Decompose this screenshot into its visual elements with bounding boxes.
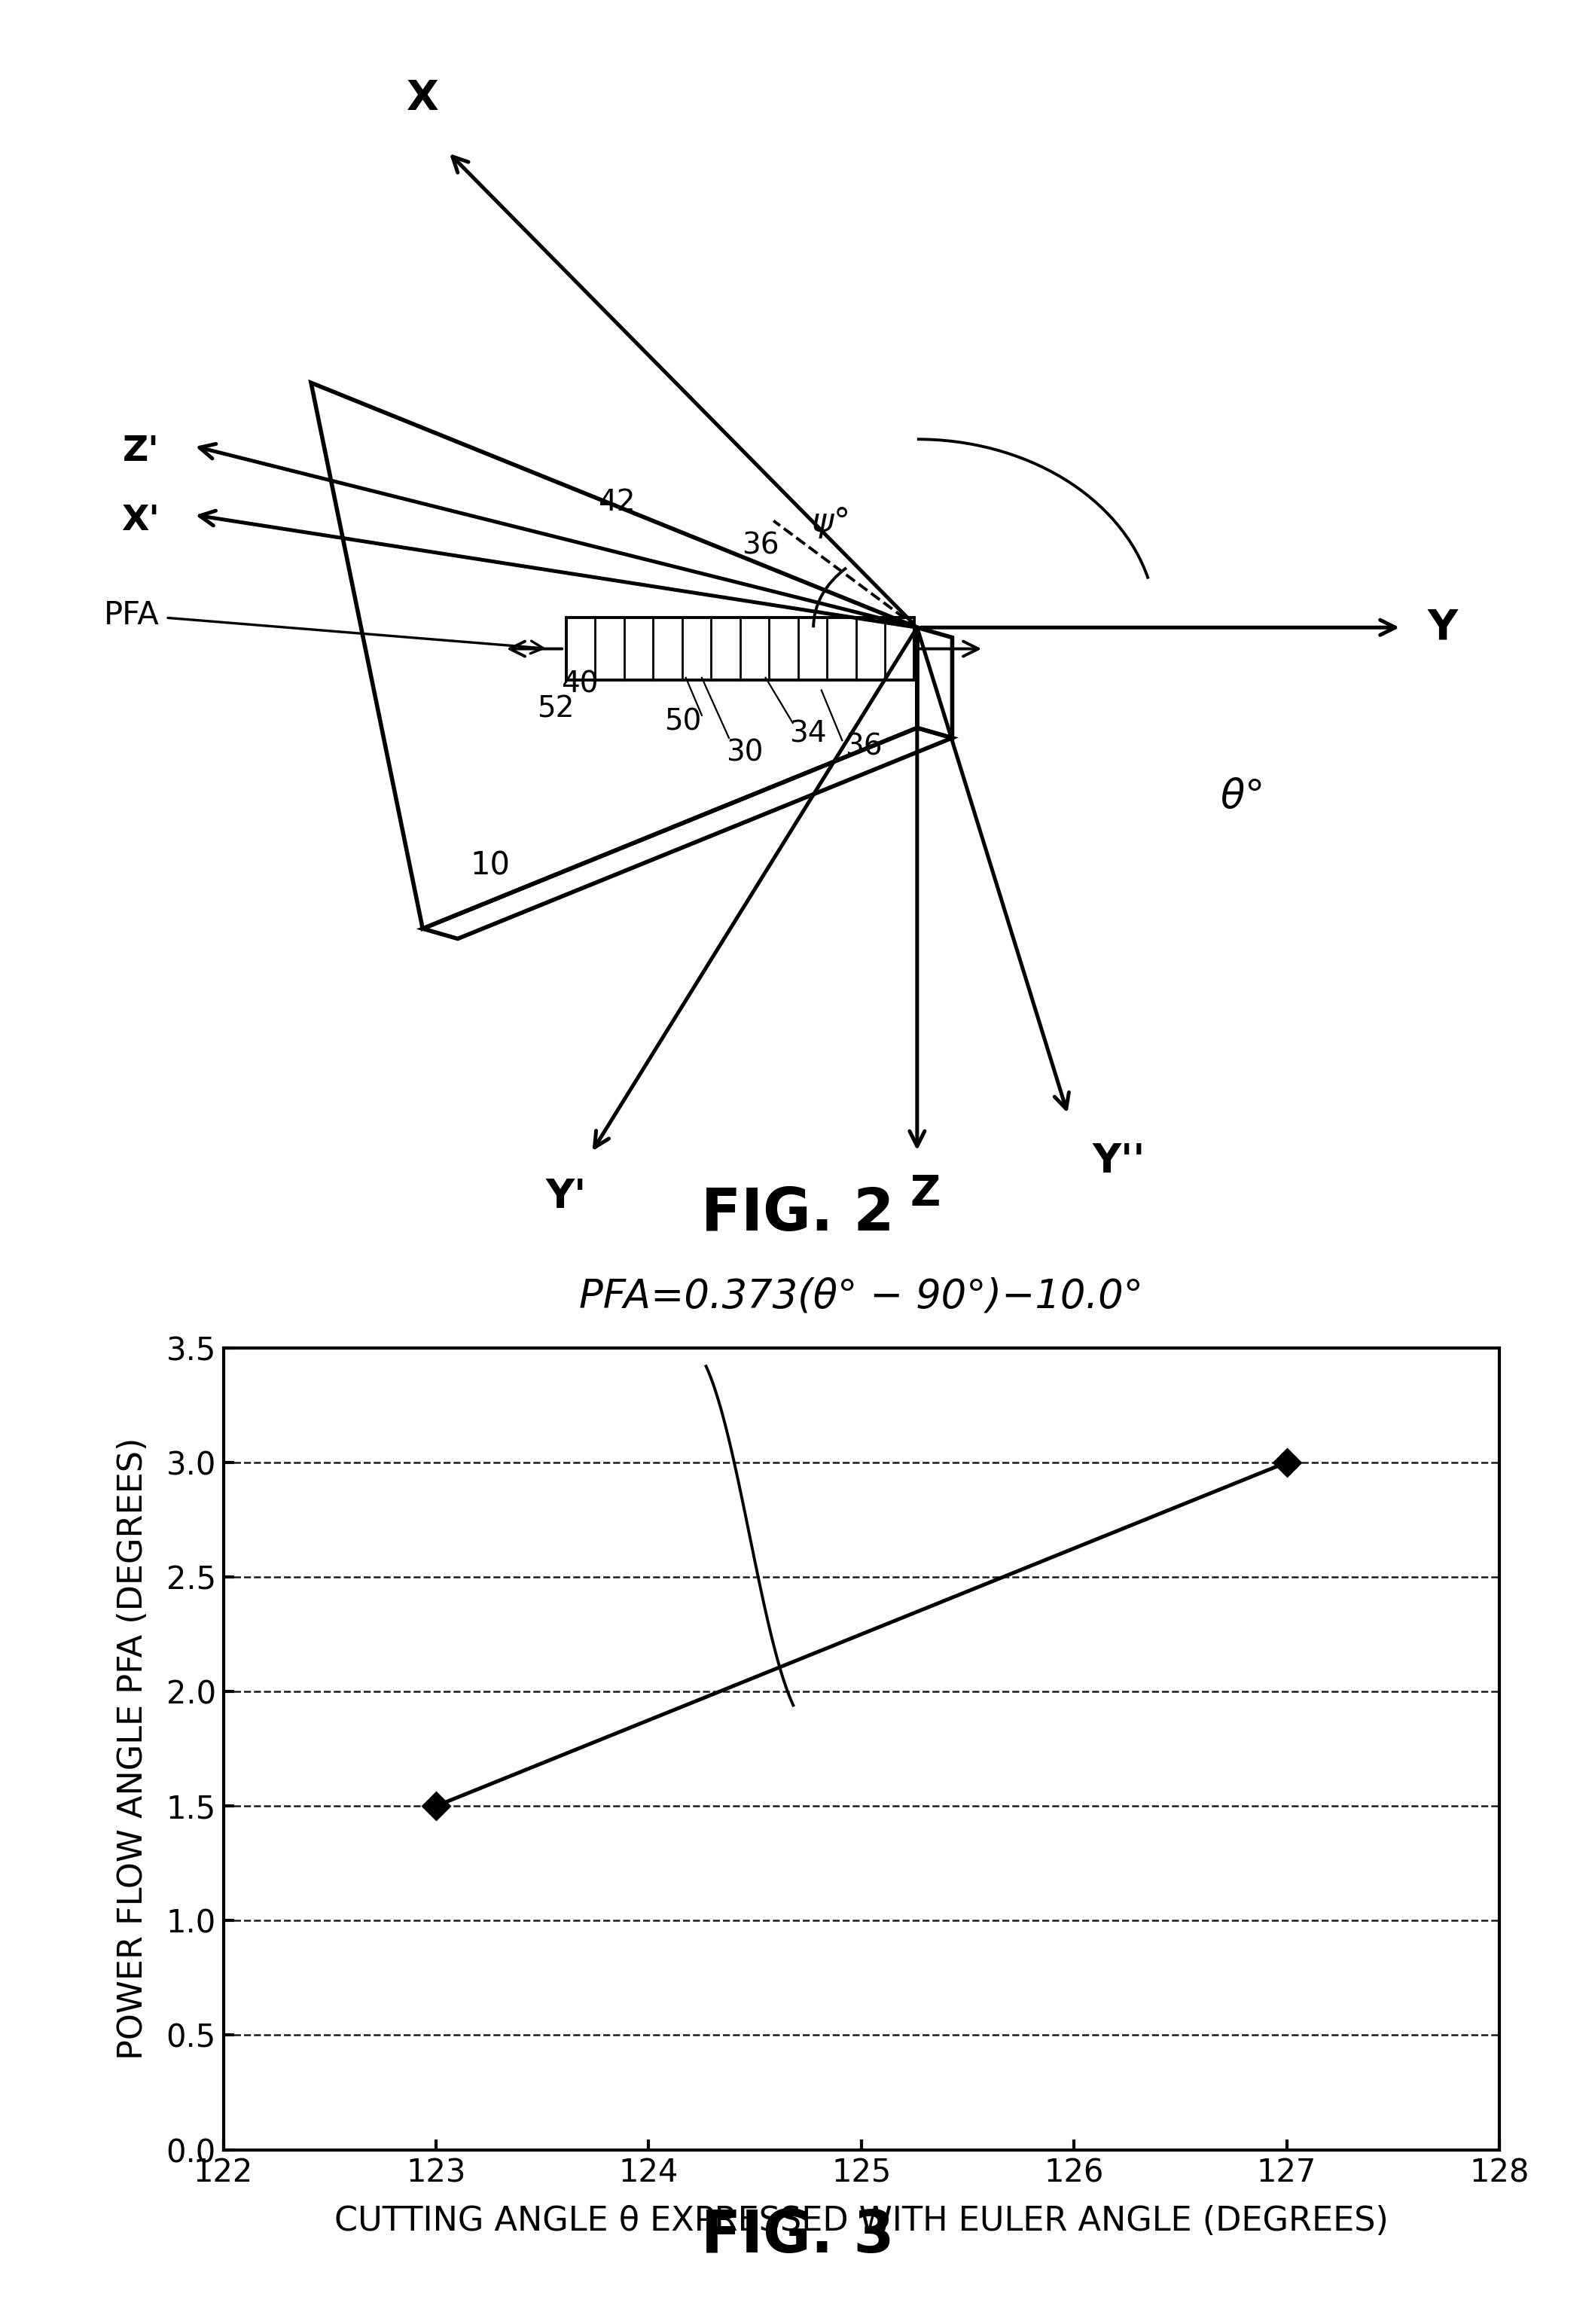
Text: X: X: [407, 79, 439, 119]
Text: $\theta°$: $\theta°$: [1220, 776, 1262, 816]
Text: 52: 52: [538, 695, 574, 723]
Text: $\psi°$: $\psi°$: [810, 504, 849, 539]
Text: Y'': Y'': [1093, 1141, 1145, 1181]
Text: 42: 42: [598, 488, 635, 516]
Text: FIG. 2: FIG. 2: [700, 1185, 895, 1243]
Text: 36: 36: [742, 532, 778, 560]
Text: Z': Z': [123, 435, 160, 469]
Text: 34: 34: [790, 720, 826, 748]
Text: FIG. 3: FIG. 3: [700, 2208, 895, 2264]
X-axis label: CUTTING ANGLE θ EXPRESSED WITH EULER ANGLE (DEGREES): CUTTING ANGLE θ EXPRESSED WITH EULER ANG…: [335, 2205, 1388, 2238]
Text: Y': Y': [545, 1178, 587, 1215]
Text: X': X': [121, 504, 160, 537]
Text: 36: 36: [845, 732, 882, 760]
Text: Z: Z: [909, 1174, 941, 1213]
Text: Y: Y: [1428, 607, 1458, 648]
Y-axis label: POWER FLOW ANGLE PFA (DEGREES): POWER FLOW ANGLE PFA (DEGREES): [116, 1439, 150, 2059]
Text: 10: 10: [471, 851, 510, 881]
Text: 30: 30: [726, 739, 762, 767]
Text: 40: 40: [561, 669, 598, 697]
Text: 50: 50: [665, 706, 702, 737]
Bar: [566, 618, 914, 681]
Text: PFA=0.373(θ° − 90°)−10.0°: PFA=0.373(θ° − 90°)−10.0°: [579, 1276, 1144, 1315]
Text: PFA: PFA: [104, 600, 544, 653]
